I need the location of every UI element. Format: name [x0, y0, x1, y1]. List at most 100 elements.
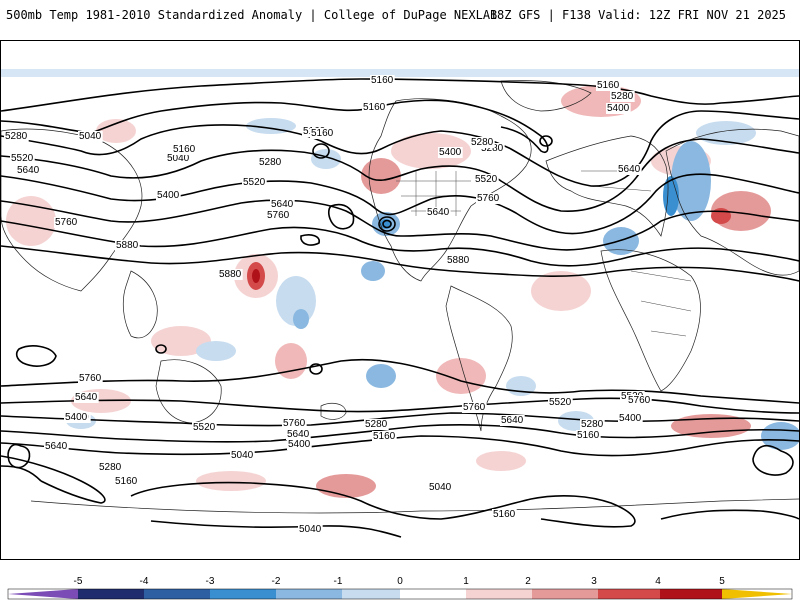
- contour-label: 5760: [55, 217, 78, 228]
- contour-label: 5160: [577, 430, 600, 441]
- contour-label-bg: [16, 165, 41, 176]
- contour-label: 5160: [597, 80, 620, 91]
- contour-labels: 5160 5160 5160 5160 5040 5040 5280 5280 …: [4, 75, 652, 535]
- contour-label: 5400: [607, 103, 630, 114]
- contour-label-bg: [230, 450, 255, 461]
- contour-label-bg: [596, 80, 621, 91]
- contour-label-bg: [438, 147, 463, 158]
- contour-label-bg: [500, 415, 525, 426]
- colorbar-tick: -1: [333, 576, 343, 587]
- contour-label-bg: [576, 430, 601, 441]
- contour-label: 5640: [271, 199, 294, 210]
- contour-label: 5880: [116, 240, 139, 251]
- contour-label-bg: [474, 174, 499, 185]
- contour-label-bg: [242, 177, 267, 188]
- contour-label: 5640: [75, 392, 98, 403]
- contour-label-bg: [618, 413, 643, 424]
- contour-label-bg: [44, 441, 69, 452]
- colorbar-outline: [7, 588, 793, 600]
- contour-label: 5520: [243, 177, 266, 188]
- contour-label: 5640: [501, 415, 524, 426]
- map-title: 500mb Temp 1981-2010 Standardized Anomal…: [6, 8, 498, 22]
- map-header: 500mb Temp 1981-2010 Standardized Anomal…: [0, 0, 800, 40]
- contour-label: 5760: [283, 418, 306, 429]
- anomaly-colorbar: -5 -4 -3 -2 -1 0 1 2 3 4 5: [0, 572, 800, 600]
- contour-label: 5400: [65, 412, 88, 423]
- colorbar-tick: -5: [73, 576, 83, 587]
- contour-label: 5040: [429, 482, 452, 493]
- colorbar-segment: [660, 589, 722, 599]
- contour-label: 5160: [115, 476, 138, 487]
- contour-label: 5640: [287, 429, 310, 440]
- contour-label: 5520: [549, 397, 572, 408]
- contour-label-bg: [64, 412, 89, 423]
- contour-label: 5280: [471, 137, 494, 148]
- colorbar-segment: [466, 589, 532, 599]
- contour-label-bg: [476, 193, 501, 204]
- colorbar-svg: [7, 588, 793, 600]
- contour-label: 5760: [477, 193, 500, 204]
- contour-label: 5160: [363, 102, 386, 113]
- height-contours: [1, 78, 799, 538]
- contour-label-bg: [4, 131, 29, 142]
- contour-label: 5400: [439, 147, 462, 158]
- colorbar-tick: -2: [271, 576, 281, 587]
- contour-label-bg: [266, 210, 291, 221]
- contour-label: 5160: [173, 144, 196, 155]
- contour-label: 5040: [167, 153, 190, 164]
- contour-label: 5160: [371, 75, 394, 86]
- colorbar-segment: [342, 589, 400, 599]
- contour-label-bg: [627, 395, 652, 406]
- contour-label: 5280: [611, 91, 634, 102]
- colorbar-tick: 0: [397, 576, 403, 587]
- colorbar-segment: [532, 589, 598, 599]
- polar-band: [1, 69, 799, 77]
- contour-label: 5280: [481, 143, 504, 154]
- contour-label: 5280: [99, 462, 122, 473]
- colorbar-segment: [276, 589, 342, 599]
- colorbar-tick: 2: [525, 576, 531, 587]
- colorbar-tick: 1: [463, 576, 469, 587]
- contour-label-bg: [78, 131, 103, 142]
- contour-label: 5160: [493, 509, 516, 520]
- contour-label: 5040: [299, 524, 322, 535]
- contour-label: 5520: [11, 153, 34, 164]
- contour-label-bg: [156, 190, 181, 201]
- contour-label-bg: [446, 255, 471, 266]
- contour-label: 5040: [231, 450, 254, 461]
- run-info: 18Z GFS | F138 Valid: 12Z FRI NOV 21 202…: [489, 8, 786, 22]
- colorbar-segment: [8, 589, 78, 599]
- contour-label-bg: [287, 439, 312, 450]
- contour-label: 5400: [619, 413, 642, 424]
- contour-label-bg: [115, 240, 140, 251]
- contour-label-bg: [192, 422, 217, 433]
- contour-label-bg: [166, 153, 191, 164]
- contour-label-bg: [428, 482, 453, 493]
- contour-label: 5280: [365, 419, 388, 430]
- contour-label: 5640: [17, 165, 40, 176]
- contour-label: 5400: [288, 439, 311, 450]
- contour-label-bg: [282, 418, 307, 429]
- contour-label-bg: [98, 462, 123, 473]
- contour-label-bg: [78, 373, 103, 384]
- contour-label-bg: [114, 476, 139, 487]
- contour-label-bg: [470, 137, 495, 148]
- contour-label: 5160: [311, 128, 334, 139]
- contour-label-bg: [492, 509, 517, 520]
- contour-label-bg: [462, 402, 487, 413]
- colorbar-segment: [722, 589, 792, 599]
- contour-label-bg: [617, 164, 642, 175]
- contour-label: 5280: [581, 419, 604, 430]
- contour-label-bg: [10, 153, 35, 164]
- contour-label: 5640: [427, 207, 450, 218]
- contour-label-bg: [270, 199, 295, 210]
- contour-label: 5760: [463, 402, 486, 413]
- contour-label-bg: [548, 397, 573, 408]
- contour-label-bg: [580, 419, 605, 430]
- contour-label: 5400: [157, 190, 180, 201]
- contour-label-bg: [370, 75, 395, 86]
- colorbar-segment: [78, 589, 144, 599]
- contour-label: 5760: [628, 395, 651, 406]
- colorbar-tick: -4: [139, 576, 149, 587]
- contour-label: 5520: [193, 422, 216, 433]
